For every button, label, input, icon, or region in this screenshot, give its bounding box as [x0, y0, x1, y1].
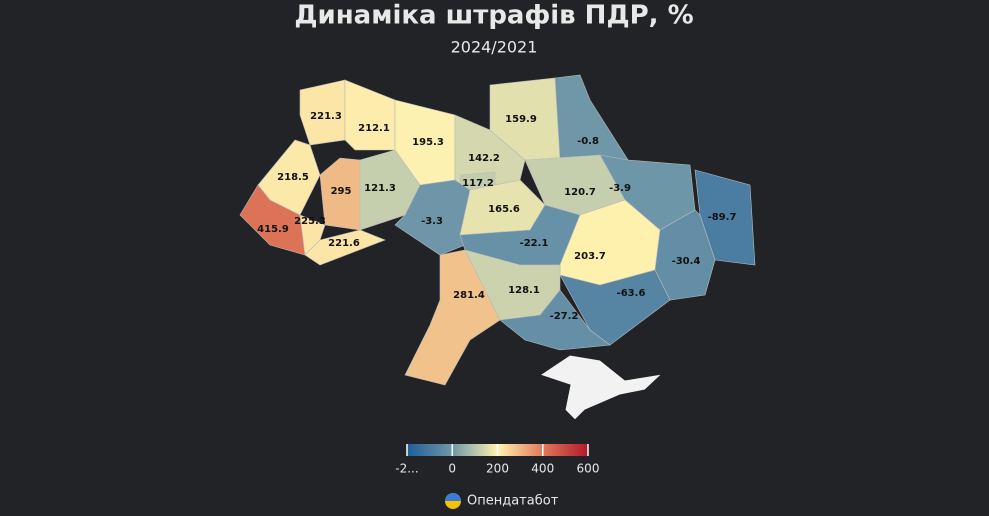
- region-label: 218.5: [277, 172, 309, 183]
- region-label: -0.8: [577, 136, 599, 147]
- region-label: 128.1: [508, 285, 540, 296]
- region-label: 203.7: [574, 251, 606, 262]
- region-label: 120.7: [564, 187, 596, 198]
- region-label: 142.2: [468, 153, 500, 164]
- region: [499, 289, 611, 351]
- crimea: [538, 354, 664, 421]
- region-label: -30.4: [672, 256, 701, 267]
- colorbar: -2... 0 200 400 600: [395, 444, 599, 476]
- region-label: 295: [331, 186, 352, 197]
- region-label: 225.3: [294, 216, 326, 227]
- colorbar-tick-label: 400: [531, 462, 554, 476]
- region-label: 415.9: [257, 224, 289, 235]
- region-label: -63.6: [617, 288, 646, 299]
- chart-title: Динаміка штрафів ПДР, %: [294, 1, 693, 31]
- region-label: 195.3: [412, 137, 444, 148]
- region-label: -3.9: [609, 183, 631, 194]
- region: [554, 74, 629, 161]
- colorbar-tick-label: 0: [448, 462, 456, 476]
- region-label: 159.9: [505, 114, 537, 125]
- region-label: 221.6: [328, 238, 360, 249]
- logo-top: [445, 493, 461, 501]
- map: 221.3 212.1 195.3 159.9 -0.8 142.2 218.5 295 121…: [239, 74, 756, 386]
- region-label: 221.3: [310, 111, 342, 122]
- region-label: -27.2: [550, 311, 579, 322]
- source: Опендатабот: [467, 494, 559, 509]
- region-label: -22.1: [520, 238, 549, 249]
- region-label: 117.2: [462, 178, 494, 189]
- region: [694, 169, 756, 266]
- colorbar-tick-label: 200: [486, 462, 509, 476]
- colorbar-tick-label: -2...: [395, 462, 418, 476]
- chart-subtitle: 2024/2021: [451, 38, 538, 57]
- region-label: -89.7: [708, 212, 737, 223]
- region: [299, 79, 346, 146]
- region-label: 165.6: [488, 204, 520, 215]
- colorbar-tick-label: 600: [577, 462, 600, 476]
- region-label: 281.4: [453, 290, 485, 301]
- region: [304, 229, 386, 266]
- region: [344, 79, 396, 151]
- region-label: 212.1: [358, 123, 390, 134]
- region-label: -3.3: [421, 216, 443, 227]
- region-label: 121.3: [364, 183, 396, 194]
